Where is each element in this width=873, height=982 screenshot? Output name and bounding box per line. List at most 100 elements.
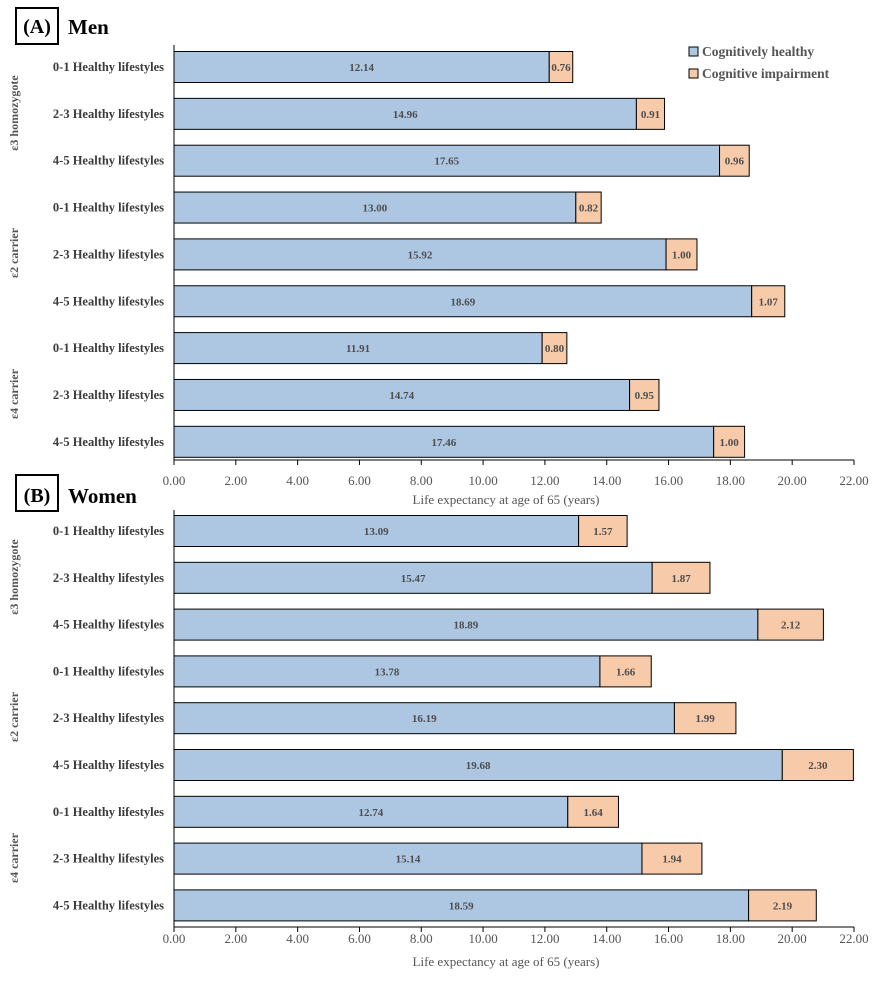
bar-cognitive-impairment (635, 97, 666, 130)
data-label-cognitive-impairment: 1.07 (759, 296, 779, 308)
category-label: 2-3 Healthy lifestyles (53, 852, 164, 866)
category-label: 4-5 Healthy lifestyles (53, 898, 164, 912)
x-tick-label: 18.00 (716, 931, 745, 946)
x-tick-label: 20.00 (778, 473, 807, 488)
category-label: 0-1 Healthy lifestyles (53, 664, 164, 678)
data-label-cognitively-healthy: 18.59 (449, 900, 474, 912)
panel-title: Women (68, 484, 137, 508)
data-label-cognitive-impairment: 2.19 (773, 900, 793, 912)
bar-cognitively-healthy (173, 608, 759, 641)
panel-tag-box (15, 474, 59, 512)
bar-cognitively-healthy (173, 655, 601, 688)
data-label-cognitive-impairment: 1.00 (672, 249, 692, 261)
data-label-cognitively-healthy: 15.47 (401, 573, 426, 585)
x-tick-label: 8.00 (410, 931, 433, 946)
data-label-cognitive-impairment: 1.00 (720, 437, 740, 449)
category-label: 2-3 Healthy lifestyles (53, 107, 164, 121)
data-label-cognitive-impairment: 0.96 (725, 156, 745, 168)
x-tick-label: 16.00 (654, 473, 683, 488)
data-label-cognitive-impairment: 0.82 (579, 203, 599, 215)
data-label-cognitively-healthy: 14.74 (389, 390, 414, 402)
data-label-cognitively-healthy: 17.46 (431, 437, 456, 449)
x-tick-label: 18.00 (716, 473, 745, 488)
bar-cognitive-impairment (673, 702, 737, 735)
data-label-cognitive-impairment: 1.99 (696, 713, 716, 725)
legend-swatch-impairment (688, 68, 699, 79)
data-label-cognitively-healthy: 19.68 (466, 760, 491, 772)
x-tick-label: 4.00 (286, 931, 309, 946)
legend-label-healthy: Cognitively healthy (702, 44, 814, 59)
data-label-cognitively-healthy: 14.96 (393, 109, 418, 121)
data-label-cognitively-healthy: 13.00 (363, 203, 388, 215)
bar-cognitively-healthy (173, 332, 543, 365)
x-tick-label: 22.00 (839, 931, 868, 946)
category-label: 4-5 Healthy lifestyles (53, 618, 164, 632)
bar-cognitively-healthy (173, 144, 721, 177)
x-tick-label: 0.00 (163, 931, 186, 946)
bar-cognitively-healthy (173, 285, 753, 318)
group-label: ε2 carrier (7, 691, 21, 742)
bar-cognitively-healthy (173, 702, 675, 735)
bar-cognitive-impairment (599, 655, 652, 688)
category-label: 4-5 Healthy lifestyles (53, 435, 164, 449)
group-label: ε3 homozygote (7, 75, 21, 151)
data-label-cognitive-impairment: 0.95 (635, 390, 655, 402)
category-label: 4-5 Healthy lifestyles (53, 294, 164, 308)
category-label: 2-3 Healthy lifestyles (53, 247, 164, 261)
legend-label-impairment: Cognitive impairment (702, 66, 830, 81)
bar-cognitive-impairment (719, 144, 750, 177)
bar-cognitively-healthy (173, 795, 569, 828)
category-label: 0-1 Healthy lifestyles (53, 341, 164, 355)
bar-cognitively-healthy (173, 889, 750, 922)
bar-cognitively-healthy (173, 51, 550, 83)
bar-cognitive-impairment (665, 238, 698, 271)
x-tick-label: 8.00 (410, 473, 433, 488)
bar-cognitive-impairment (567, 795, 619, 828)
data-label-cognitive-impairment: 1.57 (593, 526, 613, 538)
category-label: 0-1 Healthy lifestyles (53, 60, 164, 74)
data-label-cognitively-healthy: 12.14 (349, 62, 374, 74)
bar-cognitive-impairment (641, 842, 703, 875)
data-label-cognitive-impairment: 1.87 (671, 573, 691, 585)
x-tick-label: 20.00 (778, 931, 807, 946)
bar-cognitively-healthy (173, 561, 653, 594)
panel-tag: (B) (24, 485, 51, 507)
category-label: 4-5 Healthy lifestyles (53, 758, 164, 772)
x-axis-title: Life expectancy at age of 65 (years) (413, 492, 600, 507)
x-tick-label: 6.00 (348, 473, 371, 488)
x-tick-label: 14.00 (592, 931, 621, 946)
data-label-cognitive-impairment: 2.30 (808, 760, 828, 772)
bar-cognitive-impairment (781, 749, 854, 781)
bar-cognitive-impairment (757, 608, 824, 641)
group-label: ε3 homozygote (7, 539, 21, 615)
category-label: 4-5 Healthy lifestyles (53, 154, 164, 168)
x-tick-label: 2.00 (224, 473, 247, 488)
x-tick-label: 12.00 (530, 931, 559, 946)
x-tick-label: 12.00 (530, 473, 559, 488)
data-label-cognitive-impairment: 1.64 (584, 807, 604, 819)
data-label-cognitive-impairment: 0.91 (641, 109, 660, 121)
data-label-cognitively-healthy: 13.09 (364, 526, 389, 538)
x-tick-label: 2.00 (224, 931, 247, 946)
category-label: 2-3 Healthy lifestyles (53, 388, 164, 402)
group-label: ε4 carrier (7, 368, 21, 419)
x-tick-label: 4.00 (286, 473, 309, 488)
data-label-cognitive-impairment: 1.66 (616, 666, 636, 678)
data-label-cognitively-healthy: 18.89 (454, 620, 479, 632)
x-tick-label: 0.00 (163, 473, 186, 488)
data-label-cognitive-impairment: 0.76 (551, 62, 571, 74)
data-label-cognitive-impairment: 0.80 (545, 343, 565, 355)
bar-cognitively-healthy (173, 378, 631, 411)
data-label-cognitive-impairment: 1.94 (662, 854, 682, 866)
bar-cognitive-impairment (713, 425, 746, 458)
bar-cognitive-impairment (629, 378, 660, 411)
legend-swatch-healthy (688, 46, 699, 57)
data-label-cognitively-healthy: 17.65 (434, 156, 459, 168)
bar-cognitively-healthy (173, 97, 637, 130)
data-label-cognitively-healthy: 15.14 (396, 854, 421, 866)
bar-cognitive-impairment (578, 515, 628, 547)
data-label-cognitively-healthy: 11.91 (346, 343, 370, 355)
group-label: ε4 carrier (7, 832, 21, 883)
